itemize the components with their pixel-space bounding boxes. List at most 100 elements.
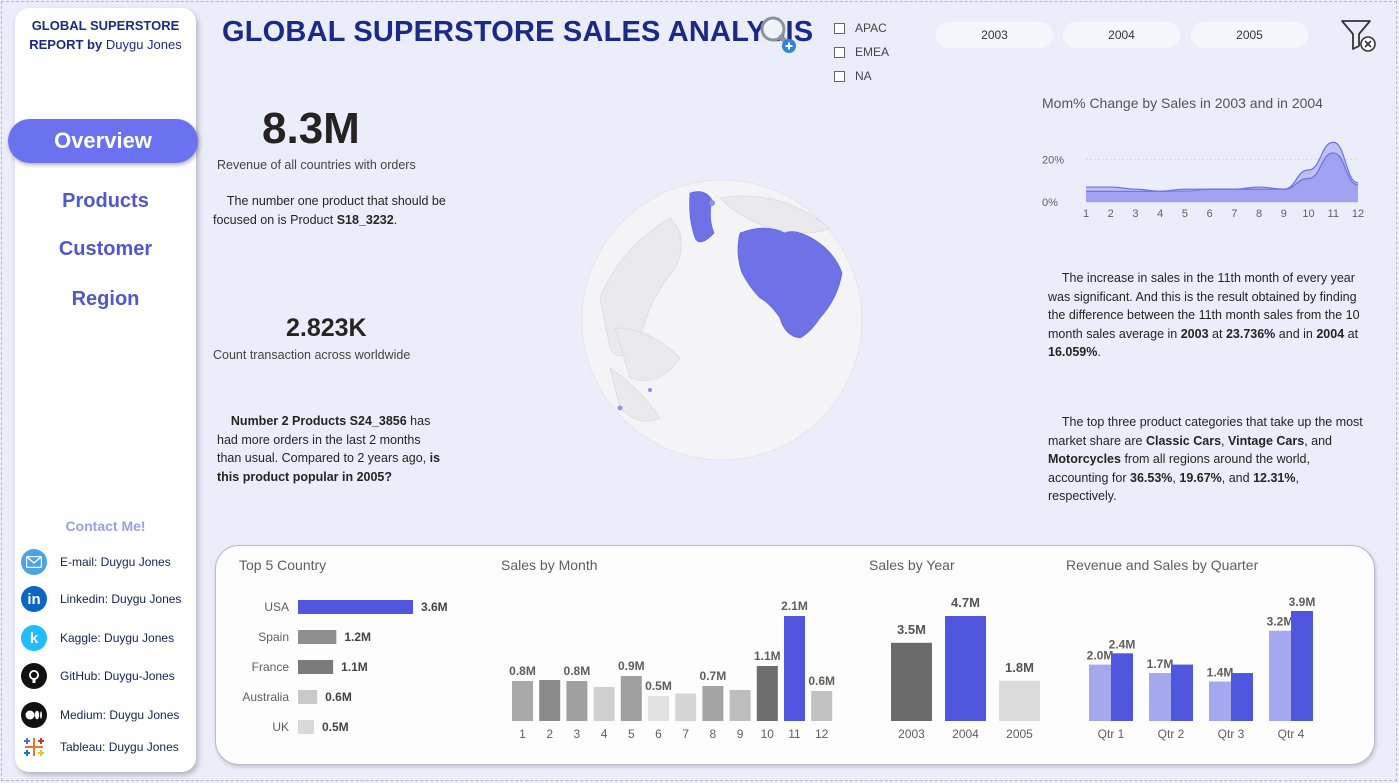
mom-area[interactable] [1086,152,1358,202]
contact-medium-label: Medium: Duygu Jones [60,708,180,722]
nav-products[interactable]: Products [62,190,149,212]
checkbox[interactable] [834,22,845,34]
category-insight: The top three product categories that ta… [1048,415,1363,503]
mom-chart-title: Mom% Change by Sales in 2003 and in 2004 [1042,95,1323,111]
nav-region[interactable]: Region [71,288,140,310]
revenue-label: Revenue of all countries with orders [217,158,416,172]
email-icon [21,549,47,575]
month-bar[interactable] [620,676,642,721]
product-focus-id: S18_3232 [336,212,394,227]
region-label: EMEA [855,45,890,59]
contact-linkedin[interactable]: in Linkedin: Duygu Jones [21,586,181,612]
contact-email[interactable]: E-mail: Duygu Jones [21,549,171,575]
map-region-highlight[interactable] [689,191,715,243]
brand-line2: REPORT by [29,37,103,52]
mom-chart[interactable]: 0%20%1 2 3 4 5 6 7 8 9 10 11 12 [1036,118,1366,228]
sales-insight-text: The increase in sales in the 11th month … [1048,271,1360,341]
contact-github[interactable]: GitHub: Duygu-Jones [21,663,175,689]
country-chart-title: Top 5 Country [239,557,327,573]
month-bar[interactable] [756,666,778,721]
mom-x-tick: 6 [1207,208,1213,220]
checkbox[interactable] [834,70,845,82]
month-x-tick: 11 [788,727,801,741]
region-option-emea[interactable]: EMEA [834,40,889,64]
country-bar[interactable] [298,690,318,704]
region-option-na[interactable]: NA [834,64,889,88]
product2-question: is this product popular in 2005? [217,451,441,484]
country-value-label: 3.6M [421,600,448,614]
quarter-bar[interactable] [1111,653,1133,721]
region-option-apac[interactable]: APAC [834,16,889,40]
country-chart[interactable]: USA 3.6M Spain 1.2M France 1.1M Australia 0.6M U… [225,590,485,740]
year-chart[interactable]: 2003 3.5M 2004 4.7M 2005 1.8M [880,585,1050,745]
product-focus-text: The number one product that should be fo… [213,194,446,227]
map-point[interactable] [709,200,715,206]
quarter-bar[interactable] [1269,630,1291,721]
checkbox[interactable] [834,46,845,58]
contact-medium[interactable]: Medium: Duygu Jones [21,702,179,728]
month-bar[interactable] [811,691,833,721]
page-title: GLOBAL SUPERSTORE SALES ANALYSIS [222,16,814,48]
map-point[interactable] [648,388,652,392]
quarter-bar[interactable] [1231,673,1253,721]
year-button-2005[interactable]: 2005 [1191,22,1308,48]
map-region-highlight[interactable] [737,227,843,339]
contact-tableau[interactable]: Tableau: Duygu Jones [21,734,179,760]
month-bar[interactable] [702,686,724,721]
month-bar[interactable] [729,690,751,721]
mom-line[interactable] [1086,152,1359,192]
world-map-globe[interactable] [580,178,865,463]
country-bar[interactable] [298,600,413,614]
month-bar[interactable] [784,616,805,721]
country-label: France [252,660,290,674]
quarter-chart[interactable]: 2.0M2.4M Qtr 1 1.7M Qtr 2 1.4M Qtr 3 3.2M 3.9M Q… [1075,585,1345,745]
quarter-bar[interactable] [1291,611,1313,721]
month-bar[interactable] [566,681,588,721]
month-chart[interactable]: 1 0.8M 2 3 0.8M 4 5 0.9M 6 0.5M 7 8 0.7M 9 10 1.1M 11 2.1… [500,585,845,745]
year-value-label: 3.5M [897,622,926,637]
country-value-label: 0.5M [322,720,349,734]
month-bar[interactable] [539,680,561,721]
year-value-label: 1.8M [1005,660,1034,675]
quarter-bar[interactable] [1171,664,1193,721]
nav-customer[interactable]: Customer [58,238,153,260]
tableau-icon [21,734,47,760]
country-bar[interactable] [298,720,314,734]
month-x-tick: 10 [761,727,775,741]
region-label: APAC [855,21,887,35]
country-label: UK [272,720,289,734]
month-x-tick: 6 [655,727,662,741]
year-button-2003[interactable]: 2003 [936,22,1053,48]
contact-kaggle[interactable]: k Kaggle: Duygu Jones [21,625,174,651]
year-button-2004[interactable]: 2004 [1063,22,1180,48]
month-x-tick: 5 [628,727,635,741]
month-value-label: 0.8M [564,664,591,678]
year-bar[interactable] [945,616,986,721]
count-label: Count transaction across worldwide [213,348,411,362]
quarter-bar[interactable] [1089,664,1111,721]
quarter-value-label: 1.4M [1207,666,1234,680]
quarter-bar[interactable] [1149,673,1171,721]
clear-filter-icon[interactable] [1340,18,1378,54]
region-label: NA [855,69,872,83]
month-value-label: 0.5M [645,679,672,693]
map-landmass [614,327,681,381]
sales-insight-at: at [1347,326,1359,341]
product2-bold: Number 2 Products S24_3856 [230,414,407,428]
month-bar[interactable] [648,696,669,721]
map-point[interactable] [617,405,623,411]
country-bar[interactable] [298,630,337,644]
year-bar[interactable] [891,642,932,721]
year-bar[interactable] [999,680,1040,721]
magnifier-icon [760,16,796,53]
mom-x-tick: 10 [1302,208,1314,220]
nav-overview[interactable]: Overview [8,119,198,163]
linkedin-icon: in [21,586,47,612]
month-bar[interactable] [512,681,533,721]
country-bar[interactable] [298,660,334,674]
quarter-bar[interactable] [1209,681,1231,721]
sales-insight-year-2004: 2004 [1316,326,1345,341]
quarter-x-tick: Qtr 2 [1158,727,1185,741]
month-bar[interactable] [675,693,697,722]
month-bar[interactable] [593,687,615,721]
